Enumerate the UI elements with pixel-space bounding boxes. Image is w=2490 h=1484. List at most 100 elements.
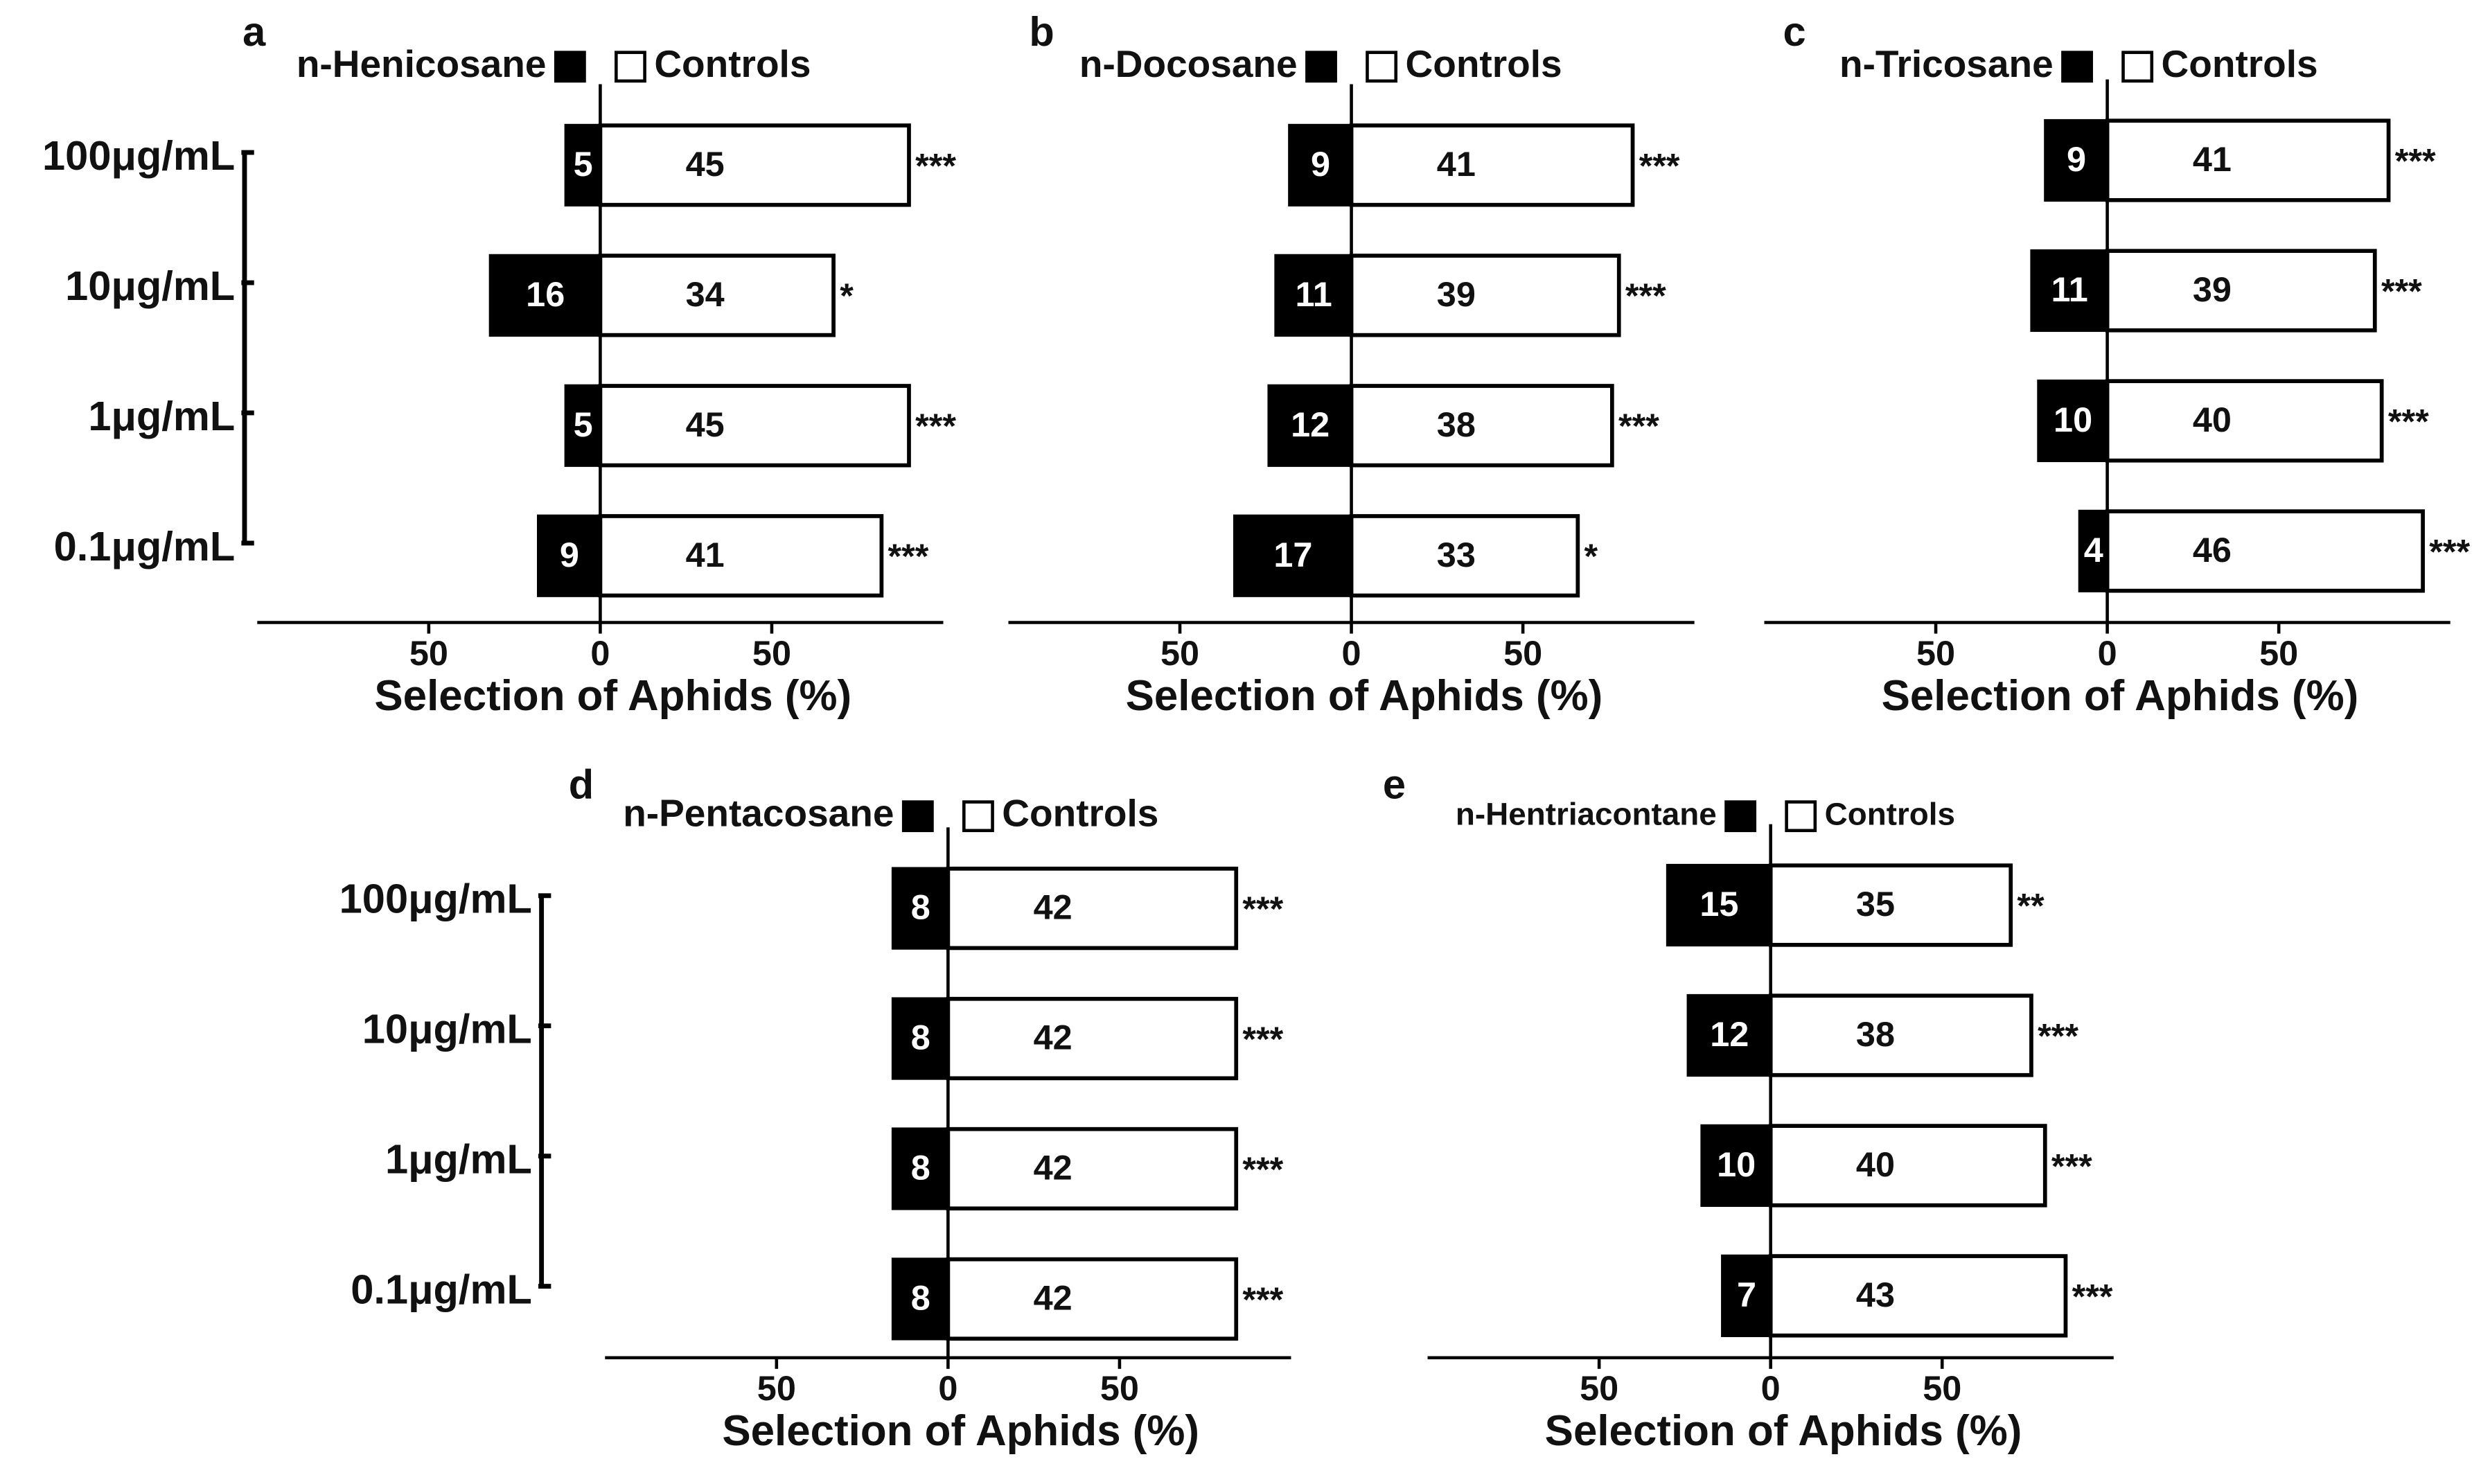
value-label: 5: [574, 144, 593, 184]
category-label: 100μg/mL: [42, 132, 235, 179]
legend-swatch: [1785, 800, 1817, 833]
significance: ***: [915, 406, 956, 445]
value-label: 9: [1311, 144, 1330, 184]
value-label: 10: [1717, 1145, 1756, 1184]
legend-swatch: [615, 51, 646, 83]
category-label: 0.1μg/mL: [54, 523, 236, 569]
legend-swatch: [962, 800, 994, 833]
x-axis-title: Selection of Aphids (%): [1126, 672, 1603, 720]
legend-swatch: [1305, 51, 1337, 83]
significance: ***: [915, 145, 956, 185]
significance: ***: [1242, 1280, 1283, 1319]
bar: [946, 996, 1239, 1081]
bar: [2030, 249, 2109, 333]
value-label: 8: [911, 887, 930, 927]
bar: [1274, 254, 1353, 337]
bar: [2105, 379, 2384, 463]
significance: ***: [2395, 141, 2436, 180]
value-label: 8: [911, 1018, 930, 1057]
legend-label: Controls: [1825, 796, 1955, 831]
bar: [1700, 1124, 1772, 1208]
value-label: 39: [1437, 274, 1476, 314]
value-label: 5: [574, 405, 593, 444]
significance: ***: [1242, 1149, 1283, 1189]
x-axis-title: Selection of Aphids (%): [1882, 672, 2359, 720]
x-tick-label: 0: [1761, 1368, 1781, 1408]
bar: [946, 1257, 1239, 1341]
legend-swatch: [2121, 51, 2154, 83]
value-label: 16: [526, 274, 565, 314]
significance: ***: [1625, 276, 1666, 315]
value-label: 12: [1710, 1014, 1749, 1054]
category-label: 1μg/mL: [385, 1136, 532, 1183]
x-tick-label: 0: [590, 633, 610, 673]
legend-label: Controls: [654, 42, 811, 85]
x-axis-title: Selection of Aphids (%): [722, 1407, 1199, 1455]
significance: ***: [2381, 271, 2422, 310]
significance: ***: [2051, 1146, 2092, 1185]
value-label: 43: [1856, 1275, 1895, 1314]
x-tick-label: 50: [2259, 633, 2298, 673]
value-label: 40: [1856, 1145, 1895, 1184]
x-tick-label: 50: [1160, 633, 1199, 673]
bar: [1768, 1124, 2047, 1208]
legend-label: n-Docosane: [1079, 42, 1298, 85]
significance: ***: [1618, 406, 1659, 445]
significance: ***: [1639, 145, 1680, 185]
bar: [891, 1127, 950, 1210]
value-label: 7: [1737, 1275, 1756, 1314]
value-label: 41: [686, 535, 725, 574]
category-label: 1μg/mL: [88, 393, 235, 439]
bar: [2105, 509, 2425, 593]
value-label: 11: [1295, 274, 1332, 314]
category-label: 0.1μg/mL: [351, 1266, 532, 1313]
value-label: 42: [1034, 1278, 1072, 1318]
value-label: 33: [1437, 535, 1476, 574]
legend-label: Controls: [2162, 42, 2318, 85]
bar: [1768, 993, 2033, 1077]
bar: [1233, 514, 1353, 597]
value-label: 9: [2067, 139, 2086, 179]
bar: [2105, 118, 2391, 202]
legend-label: Controls: [1002, 792, 1158, 835]
x-tick-label: 0: [938, 1368, 957, 1408]
bar: [946, 1127, 1239, 1211]
bar: [1349, 123, 1635, 207]
value-label: 42: [1034, 1018, 1072, 1057]
x-tick-label: 50: [1503, 633, 1542, 673]
legend-swatch: [1724, 800, 1757, 833]
value-label: 9: [560, 535, 579, 574]
legend-swatch: [2061, 51, 2093, 83]
significance: ***: [2388, 401, 2429, 441]
category-label: 10μg/mL: [362, 1006, 532, 1052]
x-tick-label: 50: [757, 1368, 796, 1408]
x-tick-label: 50: [1916, 633, 1955, 673]
category-label: 100μg/mL: [339, 876, 532, 922]
value-label: 46: [2193, 530, 2232, 569]
value-label: 11: [2051, 270, 2087, 309]
value-label: 15: [1699, 884, 1738, 924]
panel-label: c: [1783, 8, 1805, 55]
significance: ***: [1242, 889, 1283, 928]
bar: [2105, 249, 2377, 333]
legend-label: n-Henicosane: [297, 42, 547, 85]
bar: [946, 866, 1239, 951]
value-label: 38: [1437, 405, 1476, 444]
significance: ***: [888, 536, 929, 576]
significance: *: [840, 276, 854, 315]
x-tick-label: 50: [752, 633, 791, 673]
bar: [1349, 384, 1614, 468]
value-label: 39: [2193, 270, 2232, 309]
legend-label: n-Pentacosane: [623, 792, 894, 835]
value-label: 35: [1856, 884, 1895, 924]
x-tick-label: 0: [2098, 633, 2117, 673]
x-axis-title: Selection of Aphids (%): [374, 672, 851, 720]
bar: [1721, 1254, 1772, 1337]
bar: [891, 1257, 950, 1341]
value-label: 41: [1437, 144, 1476, 184]
x-tick-label: 50: [409, 633, 448, 673]
value-label: 38: [1856, 1014, 1895, 1054]
bar: [1768, 863, 2013, 947]
